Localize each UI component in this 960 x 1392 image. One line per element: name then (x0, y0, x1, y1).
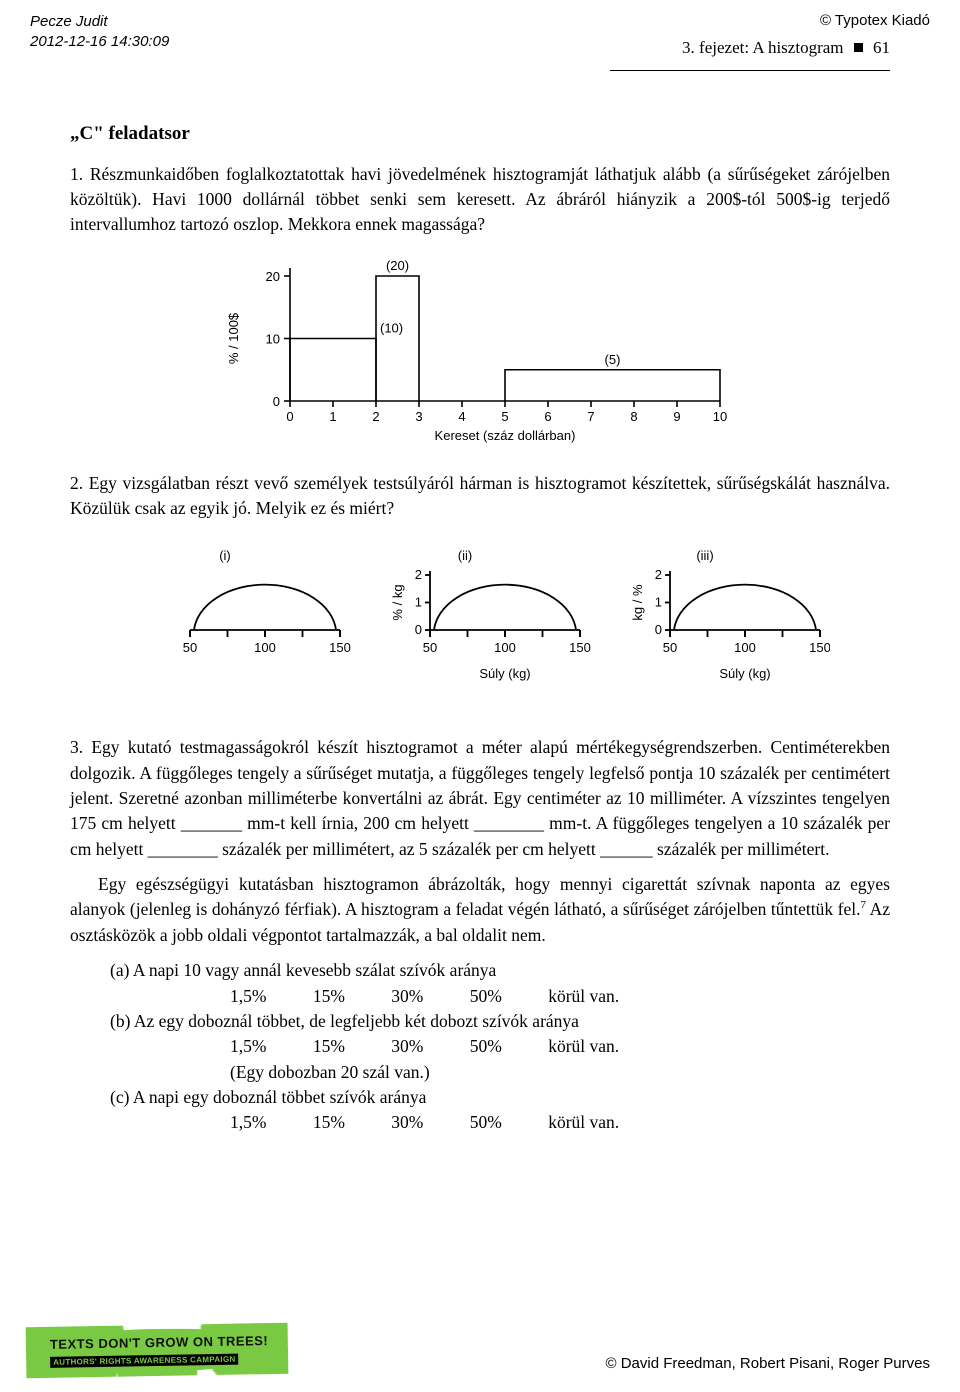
header-author: Pecze Judit (30, 12, 169, 32)
svg-text:(20): (20) (386, 258, 409, 273)
svg-text:1: 1 (329, 409, 336, 424)
badge-line1: TEXTS DON'T GROW ON TREES! (50, 1333, 269, 1352)
paragraph-1: 1. Részmunkaidőben foglalkoztatottak hav… (70, 162, 890, 238)
svg-text:8: 8 (630, 409, 637, 424)
paragraph-2: 2. Egy vizsgálatban részt vevő személyek… (70, 471, 890, 522)
header-publisher: © Typotex Kiadó (820, 12, 930, 29)
header-chapter: 3. fejezet: A hisztogram 61 (682, 38, 890, 58)
svg-text:100: 100 (254, 640, 276, 655)
question-list: (a) A napi 10 vagy annál kevesebb szálat… (110, 958, 890, 1136)
opt-tail: körül van. (548, 984, 619, 1009)
svg-text:0: 0 (655, 622, 662, 637)
histogram-1-svg: 0 10 20 0 1 2 3 4 5 6 7 8 9 10 (10) (20) (5) % / 100$ Kere… (220, 256, 740, 446)
paragraph-3b: Egy egészségügyi kutatásban hisztogramon… (70, 872, 890, 948)
q-a: (a) A napi 10 vagy annál kevesebb szálat… (110, 958, 890, 983)
svg-text:50: 50 (183, 640, 197, 655)
svg-text:150: 150 (809, 640, 830, 655)
header-author-block: Pecze Judit 2012-12-16 14:30:09 (30, 12, 169, 51)
opt: 1,5% (230, 984, 266, 1009)
svg-text:2: 2 (655, 567, 662, 582)
opt: 15% (313, 984, 345, 1009)
chapter-label: 3. fejezet: A hisztogram (682, 38, 843, 57)
opt: 1,5% (230, 1034, 266, 1059)
opt: 15% (313, 1034, 345, 1059)
svg-text:(5): (5) (605, 351, 621, 366)
footer-badge: TEXTS DON'T GROW ON TREES! AUTHORS' RIGH… (30, 1329, 284, 1372)
page: Pecze Judit 2012-12-16 14:30:09 © Typote… (0, 0, 960, 1392)
svg-text:10: 10 (266, 331, 280, 346)
svg-text:% / kg: % / kg (390, 584, 405, 620)
svg-text:9: 9 (673, 409, 680, 424)
opt: 1,5% (230, 1110, 266, 1135)
svg-text:50: 50 (663, 640, 677, 655)
svg-text:150: 150 (329, 640, 351, 655)
svg-text:(iii): (iii) (696, 548, 713, 563)
opt: 50% (470, 984, 502, 1009)
svg-text:4: 4 (458, 409, 465, 424)
svg-text:kg / %: kg / % (630, 584, 645, 621)
svg-text:% / 100$: % / 100$ (226, 312, 241, 364)
svg-text:1: 1 (655, 594, 662, 609)
content: „C" feladatsor 1. Részmunkaidőben foglal… (70, 120, 890, 1136)
opt: 15% (313, 1110, 345, 1135)
page-marker-icon (854, 43, 863, 52)
svg-text:2: 2 (415, 567, 422, 582)
svg-text:0: 0 (286, 409, 293, 424)
figure-three-panel: (i)50100150(ii)50100150012% / kgSúly (kg… (70, 540, 890, 717)
svg-text:0: 0 (273, 394, 280, 409)
svg-text:Súly (kg): Súly (kg) (719, 666, 770, 681)
svg-text:5: 5 (501, 409, 508, 424)
paragraph-3: 3. Egy kutató testmagasságokról készít h… (70, 735, 890, 862)
q-c-options: 1,5% 15% 30% 50% körül van. (230, 1110, 890, 1135)
badge-line2: AUTHORS' RIGHTS AWARENESS CAMPAIGN (50, 1354, 239, 1368)
figure-histogram-1: 0 10 20 0 1 2 3 4 5 6 7 8 9 10 (10) (20) (5) % / 100$ Kere… (70, 256, 890, 453)
opt: 30% (391, 1034, 423, 1059)
q-b-note: (Egy dobozban 20 szál van.) (230, 1060, 890, 1085)
q-b: (b) Az egy doboznál többet, de legfeljeb… (110, 1009, 890, 1034)
header-rule (610, 70, 890, 71)
svg-text:Kereset (száz dollárban): Kereset (száz dollárban) (435, 428, 576, 443)
svg-text:10: 10 (713, 409, 727, 424)
svg-text:100: 100 (734, 640, 756, 655)
opt: 30% (391, 984, 423, 1009)
opt-tail: körül van. (548, 1110, 619, 1135)
svg-text:(i): (i) (219, 548, 231, 563)
svg-text:50: 50 (423, 640, 437, 655)
svg-text:6: 6 (544, 409, 551, 424)
q-c: (c) A napi egy doboznál többet szívók ar… (110, 1085, 890, 1110)
svg-text:Súly (kg): Súly (kg) (479, 666, 530, 681)
svg-text:2: 2 (372, 409, 379, 424)
svg-text:0: 0 (415, 622, 422, 637)
svg-text:(10): (10) (380, 320, 403, 335)
svg-text:1: 1 (415, 594, 422, 609)
svg-text:150: 150 (569, 640, 591, 655)
q-b-options: 1,5% 15% 30% 50% körül van. (230, 1034, 890, 1059)
section-title: „C" feladatsor (70, 120, 890, 148)
footer-copyright: © David Freedman, Robert Pisani, Roger P… (605, 1355, 930, 1372)
svg-text:(ii): (ii) (458, 548, 472, 563)
opt: 30% (391, 1110, 423, 1135)
opt-tail: körül van. (548, 1034, 619, 1059)
opt: 50% (470, 1034, 502, 1059)
svg-text:100: 100 (494, 640, 516, 655)
three-panel-svg: (i)50100150(ii)50100150012% / kgSúly (kg… (130, 540, 830, 710)
para3b-part1: Egy egészségügyi kutatásban hisztogramon… (70, 874, 890, 919)
page-number: 61 (873, 38, 890, 57)
svg-text:20: 20 (266, 269, 280, 284)
svg-text:7: 7 (587, 409, 594, 424)
header-timestamp: 2012-12-16 14:30:09 (30, 32, 169, 52)
q-a-options: 1,5% 15% 30% 50% körül van. (230, 984, 890, 1009)
opt: 50% (470, 1110, 502, 1135)
svg-text:3: 3 (415, 409, 422, 424)
